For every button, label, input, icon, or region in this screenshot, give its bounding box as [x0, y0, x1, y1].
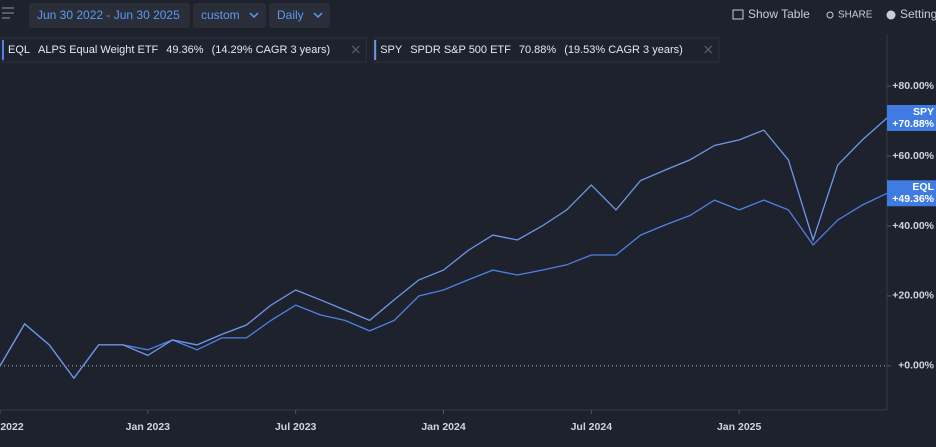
x-tick-label: Jan 2024	[421, 421, 466, 433]
price-tag-value: +70.88%	[892, 118, 934, 130]
series-line	[0, 192, 888, 380]
price-tag-name: EQL	[912, 181, 934, 193]
price-tag	[887, 180, 936, 207]
y-tick-label: +60.00%	[892, 150, 934, 162]
y-tick-label: +0.00%	[898, 360, 935, 372]
x-tick-label: Jul 2023	[275, 421, 317, 433]
share-icon	[826, 11, 834, 19]
legend-description: ALPS Equal Weight ETF	[38, 44, 159, 56]
x-tick-label: Jan 2025	[717, 421, 762, 433]
legend-close	[704, 45, 713, 54]
range-mode: custom	[201, 8, 240, 22]
dropdown-arrow	[249, 12, 259, 19]
x-tick-label: Jan 2023	[126, 421, 171, 433]
y-tick-label: +20.00%	[892, 290, 934, 302]
dropdown-arrow	[313, 12, 323, 19]
settings[interactable]: Setting	[900, 7, 936, 21]
legend-item: EQL ALPS Equal Weight ETF 49.36% (14.29% CA…	[1, 37, 367, 63]
legend: EQL ALPS Equal Weight ETF 49.36% (14.29% CA…	[1, 37, 720, 63]
legend-description: SPDR S&P 500 ETF	[410, 44, 511, 56]
show-table[interactable]: Show Table	[748, 7, 810, 21]
price-tag-value: +49.36%	[892, 193, 934, 205]
interval: Daily	[277, 8, 304, 22]
legend-item: SPY SPDR S&P 500 ETF 70.88% (19.53% CAGR 3 …	[373, 37, 720, 63]
table-icon	[732, 9, 744, 20]
y-tick-label: +80.00%	[892, 80, 934, 92]
date-range: Jun 30 2022 - Jun 30 2025	[37, 8, 180, 22]
x-tick-label: Jul 2024	[571, 421, 613, 433]
legend-swatch	[2, 40, 4, 60]
series-line	[0, 117, 888, 380]
legend-box	[1, 37, 367, 63]
interval-button[interactable]	[269, 3, 330, 28]
price-tag	[887, 104, 936, 131]
legend-cagr: (14.29% CAGR 3 years)	[212, 44, 331, 56]
legend-symbol: EQL	[8, 44, 30, 56]
legend-return: 49.36%	[166, 44, 204, 56]
date-range-button[interactable]	[29, 3, 190, 28]
legend-swatch	[374, 40, 377, 60]
x-tick-label: 2022	[0, 421, 24, 433]
settings-icon	[886, 10, 896, 20]
y-tick-label: +40.00%	[892, 220, 934, 232]
range-mode-button[interactable]	[193, 3, 266, 28]
price-tag-name: SPY	[913, 106, 934, 118]
legend-symbol: SPY	[380, 44, 403, 56]
menu-icon[interactable]	[2, 7, 14, 19]
legend-return: 70.88%	[519, 44, 557, 56]
share[interactable]: SHARE	[838, 10, 873, 21]
legend-close	[351, 45, 360, 54]
legend-cagr: (19.53% CAGR 3 years)	[564, 44, 683, 56]
